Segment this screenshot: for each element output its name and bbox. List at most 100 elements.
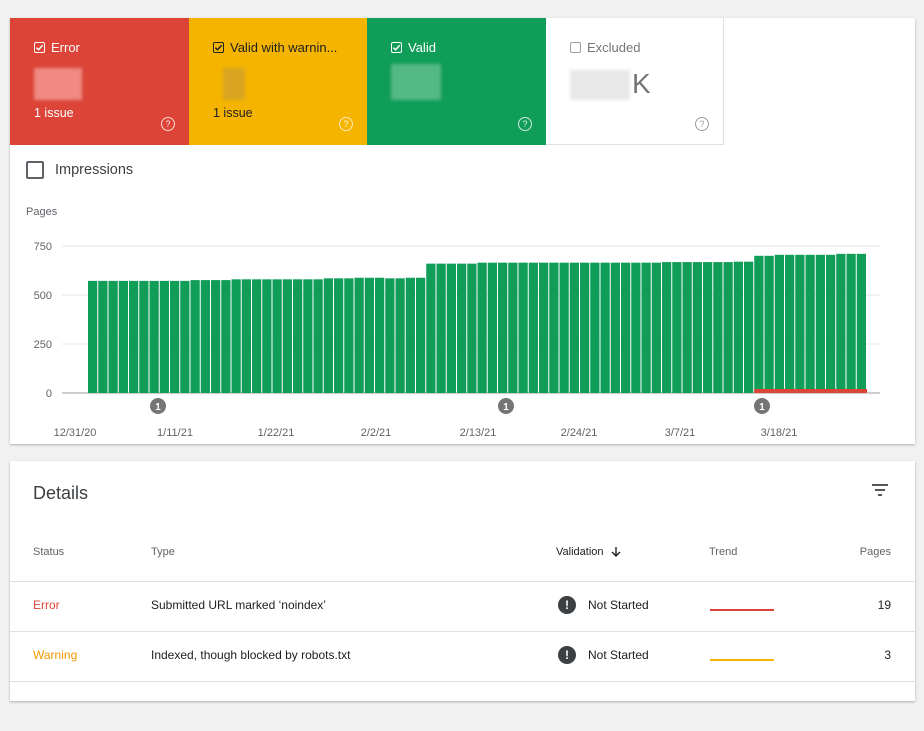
bar-valid[interactable]: [159, 280, 169, 393]
bar-valid[interactable]: [754, 255, 764, 393]
bar-valid[interactable]: [785, 254, 795, 393]
bar-valid[interactable]: [200, 280, 210, 393]
bar-valid[interactable]: [313, 279, 323, 393]
bar-valid[interactable]: [631, 262, 641, 393]
bar-valid[interactable]: [364, 277, 374, 393]
bar-valid[interactable]: [846, 253, 856, 393]
checkbox-unchecked-icon[interactable]: [26, 161, 44, 179]
bar-valid[interactable]: [856, 253, 866, 393]
error-tile[interactable]: Error 1 issue ?: [10, 18, 189, 145]
bar-valid[interactable]: [580, 262, 590, 393]
bar-valid[interactable]: [323, 278, 333, 393]
bar-valid[interactable]: [149, 280, 159, 393]
impressions-toggle[interactable]: Impressions: [26, 161, 133, 179]
bar-valid[interactable]: [98, 280, 108, 393]
bar-valid[interactable]: [805, 254, 815, 393]
bar-valid[interactable]: [241, 279, 251, 393]
checkbox-checked-icon[interactable]: [34, 42, 45, 53]
bar-valid[interactable]: [334, 278, 344, 393]
bar-valid[interactable]: [651, 262, 661, 393]
bar-valid[interactable]: [272, 279, 282, 393]
bar-error[interactable]: [815, 389, 826, 393]
bar-valid[interactable]: [252, 279, 262, 393]
bar-valid[interactable]: [703, 262, 713, 393]
bar-valid[interactable]: [723, 262, 733, 393]
bar-valid[interactable]: [826, 254, 836, 393]
bar-error[interactable]: [754, 389, 765, 393]
bar-valid[interactable]: [354, 277, 364, 393]
bar-valid[interactable]: [744, 261, 754, 393]
bar-valid[interactable]: [795, 254, 805, 393]
bar-error[interactable]: [774, 389, 785, 393]
bar-valid[interactable]: [477, 262, 487, 393]
bar-valid[interactable]: [590, 262, 600, 393]
bar-valid[interactable]: [139, 280, 149, 393]
bar-valid[interactable]: [733, 261, 743, 393]
bar-valid[interactable]: [641, 262, 651, 393]
bar-valid[interactable]: [815, 254, 825, 393]
help-icon[interactable]: ?: [161, 117, 175, 131]
bar-valid[interactable]: [836, 253, 846, 393]
table-row[interactable]: Warning Indexed, though blocked by robot…: [10, 631, 915, 681]
bar-error[interactable]: [805, 389, 816, 393]
bar-valid[interactable]: [487, 262, 497, 393]
bar-error[interactable]: [846, 389, 857, 393]
bar-valid[interactable]: [170, 280, 180, 393]
bar-valid[interactable]: [375, 277, 385, 393]
bar-valid[interactable]: [426, 263, 436, 393]
bar-valid[interactable]: [672, 262, 682, 393]
bar-valid[interactable]: [713, 262, 723, 393]
bar-error[interactable]: [785, 389, 796, 393]
help-icon[interactable]: ?: [518, 117, 532, 131]
bar-valid[interactable]: [774, 254, 784, 393]
filter-icon[interactable]: [871, 483, 889, 497]
help-icon[interactable]: ?: [695, 117, 709, 131]
bar-valid[interactable]: [293, 279, 303, 393]
bar-valid[interactable]: [446, 263, 456, 393]
excluded-tile[interactable]: Excluded K ?: [546, 18, 724, 145]
bar-error[interactable]: [826, 389, 837, 393]
bar-valid[interactable]: [764, 255, 774, 393]
checkbox-checked-icon[interactable]: [213, 42, 224, 53]
bar-valid[interactable]: [416, 277, 426, 393]
bar-valid[interactable]: [569, 262, 579, 393]
bar-valid[interactable]: [662, 262, 672, 393]
bar-valid[interactable]: [508, 262, 518, 393]
bar-error[interactable]: [856, 389, 867, 393]
bar-valid[interactable]: [118, 280, 128, 393]
annotation-marker[interactable]: [150, 398, 166, 414]
bar-valid[interactable]: [528, 262, 538, 393]
bar-valid[interactable]: [518, 262, 528, 393]
table-row[interactable]: Error Submitted URL marked ‘noindex’ ! N…: [10, 581, 915, 631]
bar-valid[interactable]: [211, 280, 221, 393]
help-icon[interactable]: ?: [339, 117, 353, 131]
bar-valid[interactable]: [498, 262, 508, 393]
checkbox-unchecked-icon[interactable]: [570, 42, 581, 53]
bar-valid[interactable]: [190, 280, 200, 393]
bar-valid[interactable]: [457, 263, 467, 393]
bar-valid[interactable]: [692, 262, 702, 393]
annotation-marker[interactable]: [754, 398, 770, 414]
bar-valid[interactable]: [539, 262, 549, 393]
bar-error[interactable]: [795, 389, 806, 393]
bar-valid[interactable]: [344, 278, 354, 393]
annotation-marker[interactable]: [498, 398, 514, 414]
bar-valid[interactable]: [129, 280, 139, 393]
validation-header[interactable]: Validation: [556, 546, 622, 558]
bar-valid[interactable]: [395, 278, 405, 393]
checkbox-checked-icon[interactable]: [391, 42, 402, 53]
bar-valid[interactable]: [549, 262, 559, 393]
bar-valid[interactable]: [467, 263, 477, 393]
bar-valid[interactable]: [436, 263, 446, 393]
bar-valid[interactable]: [405, 277, 415, 393]
bar-valid[interactable]: [282, 279, 292, 393]
valid-tile[interactable]: Valid ?: [367, 18, 546, 145]
bar-valid[interactable]: [231, 279, 241, 393]
bar-valid[interactable]: [682, 262, 692, 393]
bar-valid[interactable]: [559, 262, 569, 393]
bar-valid[interactable]: [385, 278, 395, 393]
bar-valid[interactable]: [303, 279, 313, 393]
bar-valid[interactable]: [621, 262, 631, 393]
bar-valid[interactable]: [180, 280, 190, 393]
bar-valid[interactable]: [262, 279, 272, 393]
